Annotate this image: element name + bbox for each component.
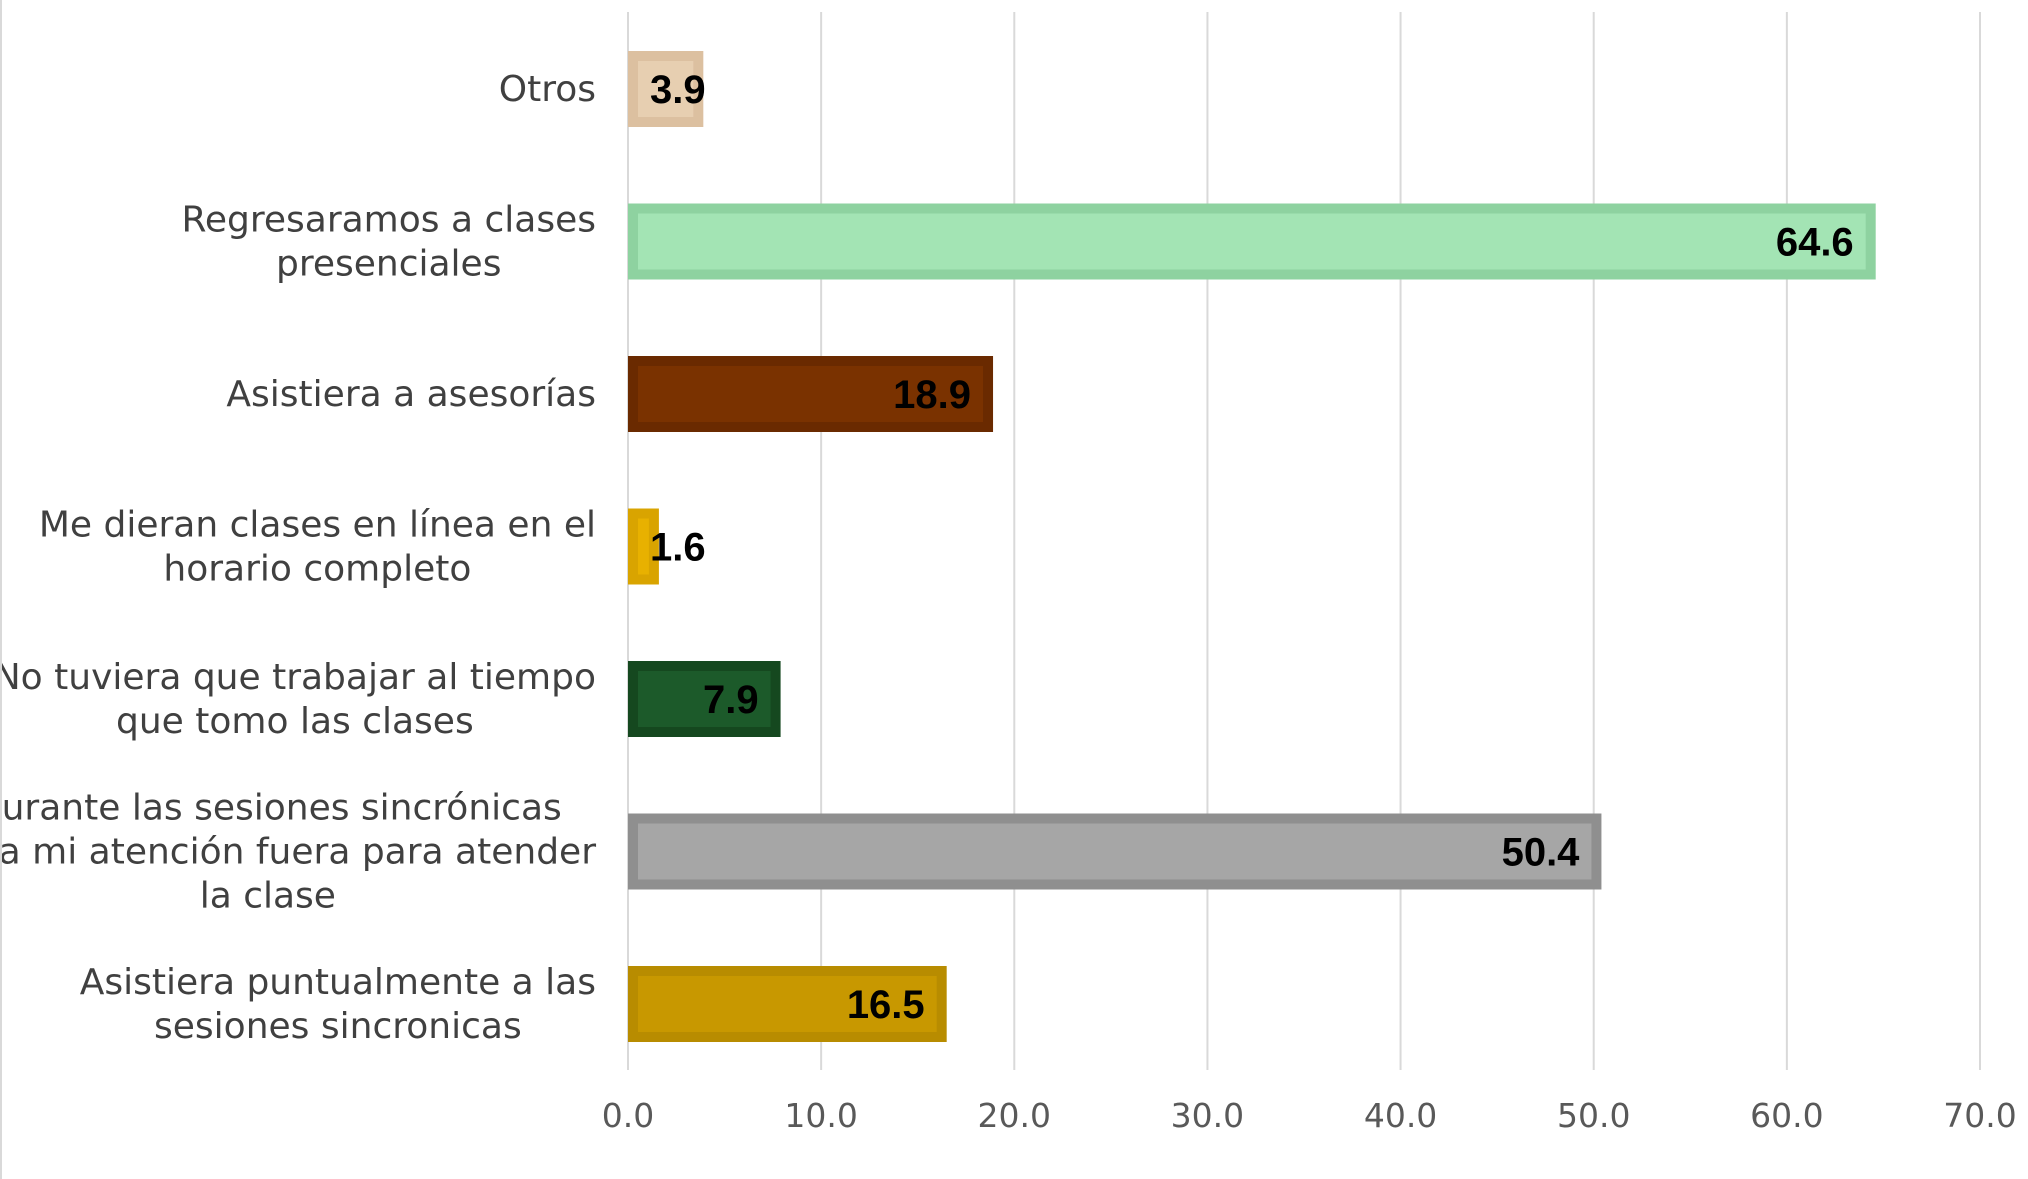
bar-fill-2	[638, 213, 1866, 270]
category-label-2: Regresaramos a clases presenciales	[181, 200, 596, 285]
bar-fill-4	[638, 518, 649, 575]
bar-fill-3	[638, 366, 984, 422]
data-label-7: 16.5	[847, 983, 925, 1027]
category-labels: Otros Regresaramos a clases presenciales As…	[0, 69, 596, 1047]
x-tick-label: 10.0	[784, 1096, 857, 1135]
bar-fill-6	[638, 823, 1592, 880]
bar-fill-1	[638, 61, 694, 117]
data-label-4: 1.6	[650, 526, 706, 570]
category-label-7: Asistiera puntualmente a las sesiones sin…	[80, 962, 596, 1047]
category-label-6: Durante las sesiones sincrónicas toda mi …	[0, 788, 596, 917]
data-label-3: 18.9	[893, 373, 971, 417]
category-label-5: No tuviera que trabajar al tiempo que tom…	[0, 657, 596, 742]
x-tick-label: 50.0	[1557, 1096, 1630, 1135]
x-tick-label: 60.0	[1750, 1096, 1823, 1135]
x-axis-ticks: 0.0 10.0 20.0 30.0 40.0 50.0 60.0 70.0	[602, 1096, 2017, 1135]
data-labels: 3.9 64.6 18.9 1.6 7.9 50.4 16.5	[650, 68, 1854, 1027]
bar-fill-7	[638, 976, 937, 1032]
bar-fill-5	[638, 671, 771, 727]
category-label-3: Asistiera a asesorías	[226, 374, 596, 415]
x-tick-label: 40.0	[1364, 1096, 1437, 1135]
category-label-1: Otros	[499, 69, 596, 110]
x-tick-label: 70.0	[1943, 1096, 2016, 1135]
bars	[628, 51, 1876, 1042]
gridlines	[627, 12, 1981, 1070]
data-label-2: 64.6	[1776, 221, 1854, 265]
category-label-4: Me dieran clases en línea en el horario c…	[39, 505, 596, 590]
data-label-5: 7.9	[703, 678, 759, 722]
chart-left-border	[0, 0, 2, 1179]
x-tick-label: 20.0	[978, 1096, 1051, 1135]
x-tick-label: 0.0	[602, 1096, 654, 1135]
data-label-1: 3.9	[650, 68, 706, 112]
data-label-6: 50.4	[1502, 831, 1581, 875]
x-tick-label: 30.0	[1171, 1096, 1244, 1135]
